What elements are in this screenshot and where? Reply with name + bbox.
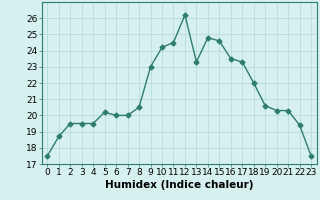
X-axis label: Humidex (Indice chaleur): Humidex (Indice chaleur) bbox=[105, 180, 253, 190]
